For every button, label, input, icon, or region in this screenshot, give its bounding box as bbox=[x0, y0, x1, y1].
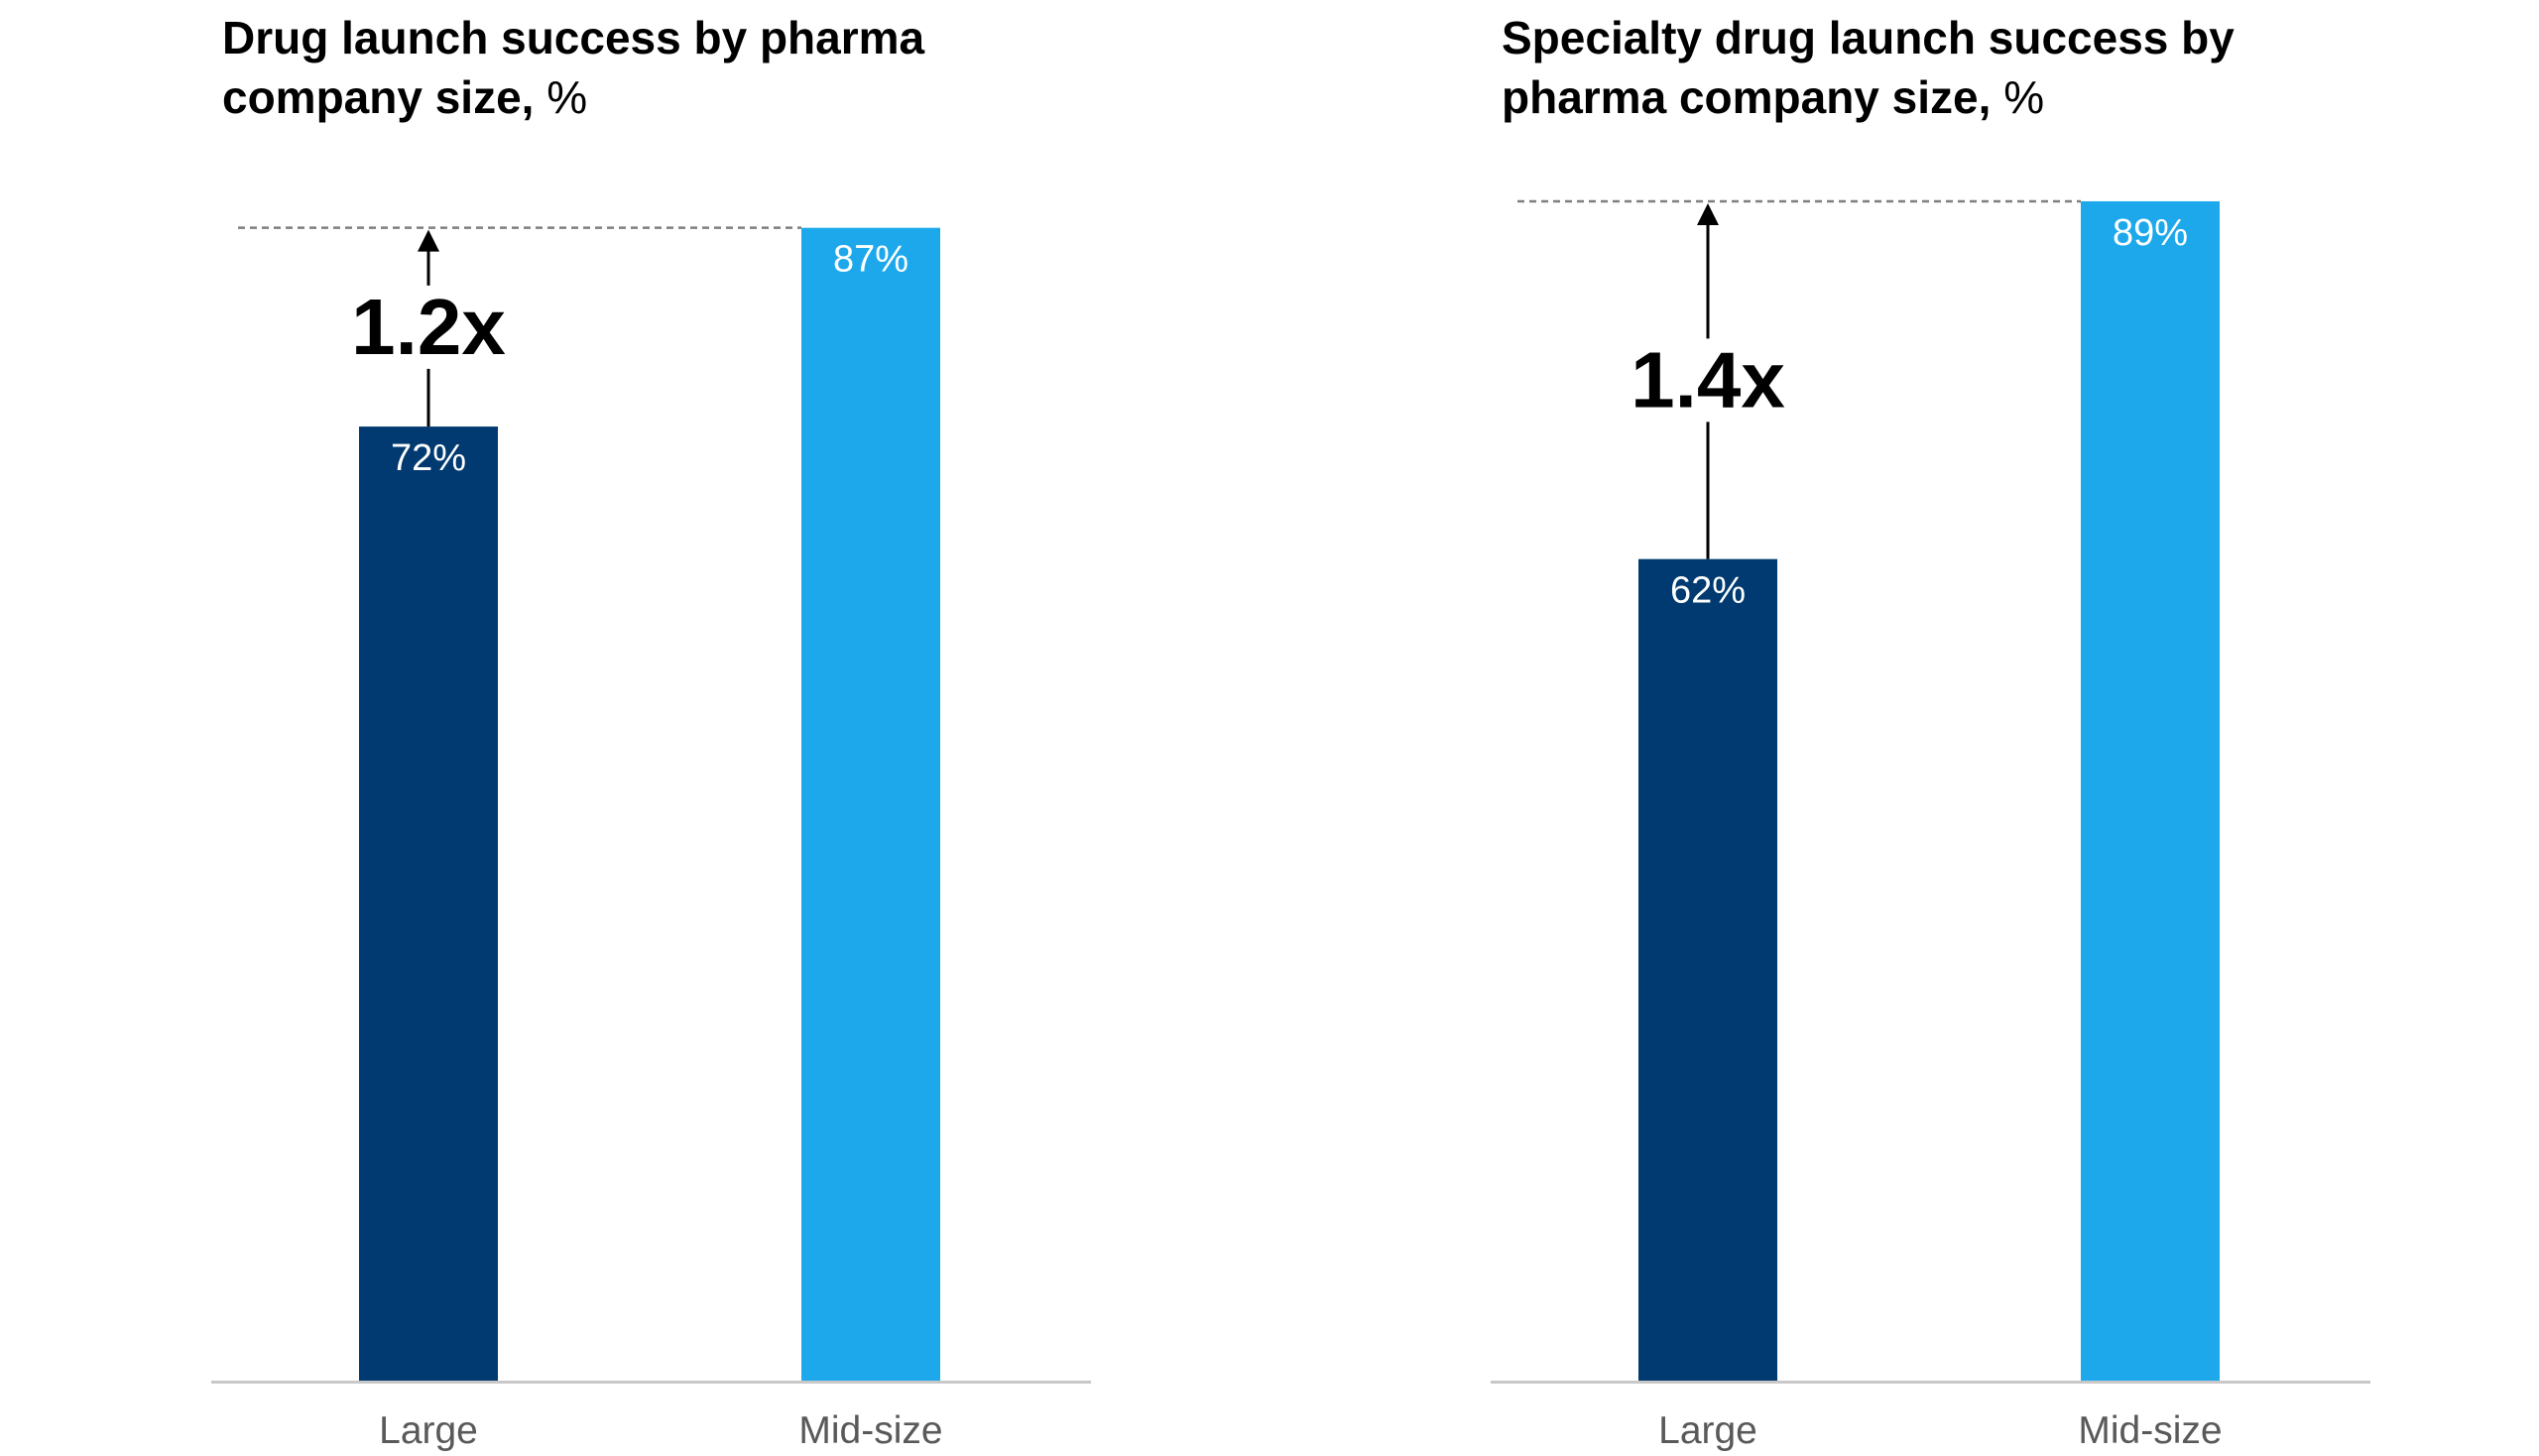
bar-chart-drug-launch: 72% Large 87% Mid-size 1.2x bbox=[211, 226, 1091, 1452]
chart-panel-drug-launch: Drug launch success by pharma company si… bbox=[198, 0, 1190, 1456]
arrow-head-icon bbox=[1697, 202, 1719, 225]
bar-value-label: 87% bbox=[833, 239, 908, 281]
bar-large bbox=[359, 426, 498, 1382]
chart-title-unit: % bbox=[2003, 71, 2045, 123]
bar-value-label: 89% bbox=[2113, 212, 2188, 254]
category-label: Large bbox=[1658, 1409, 1757, 1452]
bar-value-label: 62% bbox=[1670, 570, 1746, 612]
bar-value-label: 72% bbox=[391, 437, 466, 479]
chart-title: Drug launch success by pharma company si… bbox=[222, 8, 1075, 127]
multiplier-annotation: 1.4x bbox=[1631, 335, 1785, 424]
category-label: Mid-size bbox=[798, 1409, 942, 1452]
chart-title: Specialty drug launch success by pharma … bbox=[1502, 8, 2355, 127]
bar-mid-size bbox=[801, 227, 940, 1382]
bar-mid-size bbox=[2081, 200, 2220, 1382]
chart-title-unit: % bbox=[546, 71, 588, 123]
category-label: Mid-size bbox=[2078, 1409, 2222, 1452]
chart-panel-specialty-drug-launch: Specialty drug launch success by pharma … bbox=[1478, 0, 2470, 1456]
multiplier-annotation: 1.2x bbox=[351, 283, 506, 371]
bar-chart-specialty-drug-launch: 62% Large 89% Mid-size 1.4x bbox=[1491, 199, 2370, 1452]
arrow-head-icon bbox=[418, 229, 439, 252]
chart-title-text: Specialty drug launch success by pharma … bbox=[1502, 12, 2235, 123]
chart-title-text: Drug launch success by pharma company si… bbox=[222, 12, 925, 123]
bar-large bbox=[1638, 558, 1777, 1381]
category-label: Large bbox=[379, 1409, 478, 1452]
